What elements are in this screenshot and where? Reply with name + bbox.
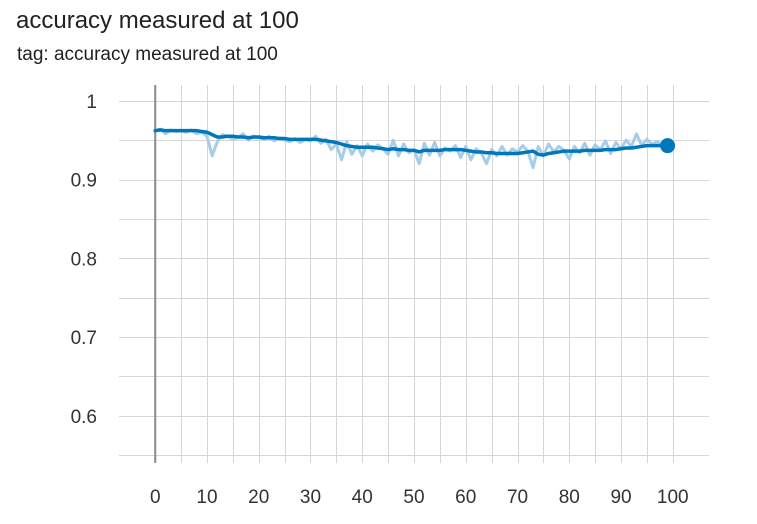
x-tick-label-8: 80 bbox=[559, 487, 580, 508]
x-tick-label-5: 50 bbox=[403, 487, 424, 508]
y-tick-label-0: 0.6 bbox=[71, 407, 97, 428]
x-tick-label-1: 10 bbox=[196, 487, 217, 508]
x-tick-label-0: 0 bbox=[150, 487, 161, 508]
y-tick-label-1: 0.7 bbox=[71, 328, 97, 349]
y-tick-label-3: 0.9 bbox=[71, 171, 97, 192]
x-tick-label-3: 30 bbox=[300, 487, 321, 508]
last-point-marker[interactable] bbox=[660, 138, 676, 154]
x-gridlines bbox=[181, 85, 674, 463]
x-tick-label-6: 60 bbox=[455, 487, 476, 508]
x-tick-labels: 0 10 20 30 40 50 60 70 80 90 100 bbox=[150, 487, 689, 508]
x-tick-label-9: 90 bbox=[610, 487, 631, 508]
x-tick-label-7: 70 bbox=[507, 487, 528, 508]
x-tick-label-10: 100 bbox=[657, 487, 689, 508]
y-tick-labels: 0.6 0.7 0.8 0.9 1 bbox=[71, 92, 97, 428]
smoothed-series-line bbox=[153, 128, 670, 157]
chart-title: accuracy measured at 100 bbox=[16, 7, 299, 34]
chart-subtitle: tag: accuracy measured at 100 bbox=[17, 44, 278, 65]
x-tick-label-4: 40 bbox=[352, 487, 373, 508]
y-tick-label-2: 0.8 bbox=[71, 249, 97, 270]
y-tick-label-4: 1 bbox=[86, 92, 97, 113]
x-tick-label-2: 20 bbox=[248, 487, 269, 508]
